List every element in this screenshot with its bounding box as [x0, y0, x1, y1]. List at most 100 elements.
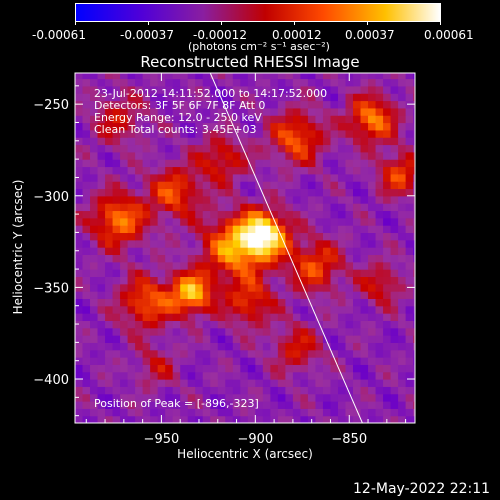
heatmap-cell: [292, 144, 302, 153]
heatmap-cell: [172, 379, 181, 387]
heatmap-cell: [300, 305, 309, 314]
heatmap-cell: [315, 100, 324, 109]
heatmap-cell: [75, 195, 84, 204]
heatmap-cell: [157, 364, 166, 373]
heatmap-cell: [345, 129, 354, 138]
heatmap-cell: [330, 386, 339, 395]
heatmap-cell: [112, 195, 121, 204]
heatmap-cell: [247, 386, 256, 395]
heatmap-cell: [82, 203, 91, 212]
heatmap-cell: [120, 78, 129, 87]
heatmap-cell: [210, 313, 219, 321]
heatmap-cell: [360, 144, 369, 153]
heatmap-cell: [97, 195, 106, 204]
heatmap-cell: [368, 342, 377, 351]
heatmap-cell: [337, 291, 347, 299]
heatmap-cell: [262, 137, 271, 146]
heatmap-cell: [368, 335, 377, 343]
heatmap-cell: [300, 78, 309, 87]
heatmap-cell: [368, 371, 377, 380]
heatmap-cell: [375, 203, 384, 212]
heatmap-cell: [405, 386, 414, 395]
heatmap-cell: [142, 115, 151, 124]
heatmap-cell: [292, 401, 302, 409]
heatmap-cell: [90, 173, 99, 182]
heatmap-cell: [90, 269, 99, 277]
heatmap-cell: [112, 379, 121, 387]
heatmap-cell: [398, 188, 407, 197]
heatmap-cell: [345, 181, 354, 190]
heatmap-cell: [337, 342, 347, 351]
heatmap-cell: [292, 129, 302, 138]
heatmap-cell: [127, 291, 136, 299]
heatmap-cell: [255, 261, 264, 270]
heatmap-cell: [292, 283, 302, 292]
heatmap-cell: [127, 335, 136, 343]
heatmap-cell: [368, 401, 377, 409]
heatmap-cell: [150, 203, 159, 212]
heatmap-cell: [270, 313, 279, 321]
heatmap-cell: [390, 129, 399, 138]
heatmap-cell: [210, 181, 219, 190]
heatmap-cell: [337, 93, 347, 102]
heatmap-cell: [307, 107, 317, 116]
heatmap-cell: [150, 195, 159, 204]
heatmap-cell: [315, 210, 324, 219]
heatmap-cell: [353, 203, 362, 212]
heatmap-cell: [187, 393, 196, 402]
heatmap-cell: [157, 320, 166, 329]
heatmap-cell: [232, 357, 241, 365]
heatmap-cell: [307, 393, 317, 402]
heatmap-cell: [247, 159, 256, 168]
heatmap-cell: [330, 298, 339, 307]
heatmap-cell: [232, 291, 241, 299]
heatmap-cell: [405, 93, 414, 102]
heatmap-cell: [360, 408, 369, 417]
heatmap-cell: [315, 181, 324, 190]
heatmap-cell: [165, 203, 174, 212]
heatmap-cell: [337, 217, 347, 226]
heatmap-cell: [368, 320, 377, 329]
heatmap-cell: [210, 379, 219, 387]
heatmap-cell: [150, 276, 159, 285]
heatmap-cell: [285, 195, 294, 204]
heatmap-cell: [232, 313, 241, 321]
heatmap-cell: [353, 85, 362, 94]
heatmap-cell: [82, 151, 91, 160]
heatmap-cell: [187, 276, 196, 285]
heatmap-cell: [307, 254, 317, 263]
heatmap-cell: [90, 393, 99, 402]
heatmap-cell: [405, 349, 414, 358]
heatmap-cell: [165, 379, 174, 387]
heatmap-cell: [405, 371, 414, 380]
heatmap-cell: [217, 371, 226, 380]
heatmap-cell: [255, 195, 264, 204]
heatmap-cell: [142, 298, 151, 307]
colorbar-tick-label: -0.00061: [32, 28, 86, 42]
heatmap-cell: [157, 203, 166, 212]
heatmap-cell: [120, 305, 129, 314]
heatmap-cell: [165, 159, 174, 168]
heatmap-cell: [398, 379, 407, 387]
heatmap-cell: [277, 188, 286, 197]
heatmap-cell: [180, 401, 189, 409]
heatmap-cell: [180, 232, 189, 241]
heatmap-cell: [195, 357, 204, 365]
heatmap-cell: [232, 85, 241, 94]
heatmap-cell: [180, 298, 189, 307]
heatmap-cell: [277, 203, 286, 212]
heatmap-cell: [360, 203, 369, 212]
heatmap-cell: [202, 305, 211, 314]
heatmap-cell: [187, 78, 196, 87]
heatmap-cell: [292, 122, 302, 131]
heatmap-cell: [180, 210, 189, 219]
heatmap-cell: [210, 225, 219, 234]
heatmap-cell: [240, 357, 249, 365]
heatmap-cell: [405, 217, 414, 226]
heatmap-cell: [82, 195, 91, 204]
heatmap-cell: [262, 327, 271, 336]
heatmap-cell: [300, 188, 309, 197]
heatmap-cell: [105, 415, 114, 423]
heatmap-cell: [172, 100, 181, 109]
heatmap-cell: [142, 217, 151, 226]
